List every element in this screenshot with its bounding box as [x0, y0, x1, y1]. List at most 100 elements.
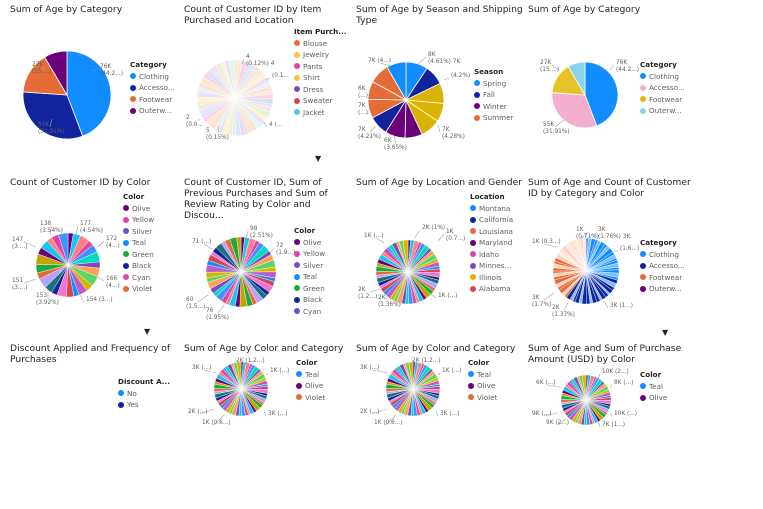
- legend-item[interactable]: Olive: [296, 380, 325, 392]
- legend-item[interactable]: Blouse: [294, 38, 346, 50]
- pie-slice[interactable]: [402, 239, 409, 273]
- legend-item[interactable]: Idaho: [470, 249, 513, 261]
- legend-item[interactable]: Olive: [640, 392, 667, 404]
- legend-item[interactable]: Sweater: [294, 95, 346, 107]
- legend-item[interactable]: Black: [123, 260, 154, 272]
- pie-panel-11[interactable]: Sum of Age by Color and Category 2K (1.2.…: [356, 343, 526, 509]
- legend-dot-icon: [470, 239, 476, 246]
- legend-item[interactable]: Footwear: [130, 94, 175, 106]
- legend-item[interactable]: Pants: [294, 61, 346, 73]
- legend-dot-icon: [130, 84, 136, 91]
- pie-slice[interactable]: [22, 91, 84, 140]
- pie-slice[interactable]: [58, 232, 69, 266]
- legend-item[interactable]: Fall: [474, 89, 514, 101]
- legend-item[interactable]: Montana: [470, 203, 513, 215]
- pie-panel-8[interactable]: Sum of Age and Count of Customer ID by C…: [528, 177, 698, 343]
- legend-item[interactable]: Dress: [294, 84, 346, 96]
- legend-item[interactable]: Spring: [474, 78, 514, 90]
- legend-item[interactable]: Black: [294, 294, 325, 306]
- legend-item[interactable]: Cyan: [294, 306, 325, 318]
- pie-panel-2[interactable]: Count of Customer ID by Item Purchased a…: [184, 4, 354, 170]
- leader-line: [609, 64, 615, 71]
- pie-panel-5[interactable]: Count of Customer ID by Color 138 (3.54%) 1…: [10, 177, 180, 343]
- legend-item[interactable]: Teal: [468, 369, 497, 381]
- legend-label: Black: [303, 295, 323, 304]
- legend-item[interactable]: Olive: [294, 237, 325, 249]
- pie-panel-9[interactable]: Discount Applied and Frequency of Purcha…: [10, 343, 180, 509]
- legend-item[interactable]: Olive: [468, 380, 497, 392]
- legend-item[interactable]: Violet: [468, 392, 497, 404]
- legend-item[interactable]: Summer: [474, 112, 514, 124]
- pie-slice[interactable]: [228, 59, 236, 99]
- legend-label: Teal: [649, 381, 663, 391]
- pie-panel-3[interactable]: Sum of Age by Season and Shipping Type 8K…: [356, 4, 526, 170]
- pie-panel-7[interactable]: Sum of Age by Location and Gender 2K (1%)…: [356, 177, 526, 343]
- legend-item[interactable]: Accesso...: [640, 82, 685, 94]
- pie-slice[interactable]: [386, 61, 407, 102]
- pie-panel-4[interactable]: Sum of Age by Category 76K (44.2...) 27K (15…: [528, 4, 698, 170]
- legend-item[interactable]: Olive: [123, 203, 154, 215]
- legend-more-icon[interactable]: ▼: [662, 328, 669, 337]
- legend-item[interactable]: Clothing: [640, 71, 685, 83]
- pie-slice[interactable]: [44, 50, 68, 97]
- legend-item[interactable]: Teal: [296, 369, 325, 381]
- pie-slice[interactable]: [236, 236, 242, 273]
- pie-slice[interactable]: [582, 237, 587, 272]
- legend-item[interactable]: Teal: [123, 237, 154, 249]
- legend-item[interactable]: Outerw...: [640, 105, 685, 117]
- legend-item[interactable]: Clothing: [640, 249, 685, 261]
- legend-item[interactable]: Minnes...: [470, 260, 513, 272]
- pie-slice[interactable]: [551, 92, 598, 129]
- legend-item[interactable]: Yellow: [294, 248, 325, 260]
- legend-item[interactable]: Illinois: [470, 272, 513, 284]
- legend-item[interactable]: Outerw...: [640, 283, 685, 295]
- legend-item[interactable]: Outerw...: [130, 105, 175, 117]
- pie-slice[interactable]: [584, 61, 619, 127]
- pie-slice[interactable]: [581, 374, 587, 401]
- pie-panel-12[interactable]: Sum of Age and Sum of Purchase Amount (U…: [528, 343, 698, 509]
- legend-item[interactable]: Silver: [123, 226, 154, 238]
- legend-label: Olive: [649, 393, 668, 402]
- pie-slice[interactable]: [66, 50, 112, 137]
- legend-dot-icon: [474, 80, 480, 86]
- leader-line: [263, 121, 268, 128]
- legend-item[interactable]: Yes: [118, 399, 170, 411]
- pie-slice[interactable]: [567, 61, 586, 97]
- legend-item[interactable]: Green: [294, 283, 325, 295]
- legend-item[interactable]: Footwear: [640, 272, 685, 284]
- pie-chart: 1K(0.71%)1K (0.3...)3K(1.76%) 3K(1.6...)…: [532, 227, 639, 318]
- legend-item[interactable]: Clothing: [130, 71, 175, 83]
- legend-item[interactable]: Shirt: [294, 72, 346, 84]
- legend-item[interactable]: Jewelry: [294, 49, 346, 61]
- legend-item[interactable]: Silver: [294, 260, 325, 272]
- legend-item[interactable]: Cyan: [123, 272, 154, 284]
- legend-more-icon[interactable]: ▼: [315, 154, 322, 163]
- legend-item[interactable]: Footwear: [640, 94, 685, 106]
- data-label: (3....): [12, 285, 28, 291]
- legend-item[interactable]: No: [118, 388, 170, 400]
- legend-dot-icon: [123, 228, 129, 234]
- leader-line: [369, 125, 377, 133]
- legend-item[interactable]: Alabama: [470, 283, 513, 295]
- legend-item[interactable]: Green: [123, 249, 154, 261]
- legend-item[interactable]: Jacket: [294, 107, 346, 119]
- legend-more-icon[interactable]: ▼: [144, 327, 151, 336]
- pie-panel-10[interactable]: Sum of Age by Color and Category 2K (1.2.…: [184, 343, 354, 509]
- legend-item[interactable]: Accesso...: [640, 260, 685, 272]
- legend-item[interactable]: Teal: [294, 271, 325, 283]
- legend-item[interactable]: Accesso...: [130, 82, 175, 94]
- pie-slice[interactable]: [236, 361, 242, 390]
- legend-item[interactable]: California: [470, 214, 513, 226]
- pie-panel-6[interactable]: Count of Customer ID, Sum of Previous Pu…: [184, 177, 354, 343]
- legend-item[interactable]: Teal: [640, 381, 667, 393]
- legend-item[interactable]: Louisiana: [470, 226, 513, 238]
- legend-item[interactable]: Maryland: [470, 237, 513, 249]
- legend-item[interactable]: Yellow: [123, 214, 154, 226]
- pie-panel-1[interactable]: Sum of Age by Category 76K (44.2...) 27K (15…: [10, 4, 180, 170]
- leader-line: [417, 56, 427, 65]
- pie-slice[interactable]: [408, 361, 414, 390]
- legend-item[interactable]: Winter: [474, 101, 514, 113]
- legend-item[interactable]: Violet: [296, 392, 325, 404]
- legend-label: Alabama: [479, 284, 511, 293]
- legend-item[interactable]: Violet: [123, 283, 154, 295]
